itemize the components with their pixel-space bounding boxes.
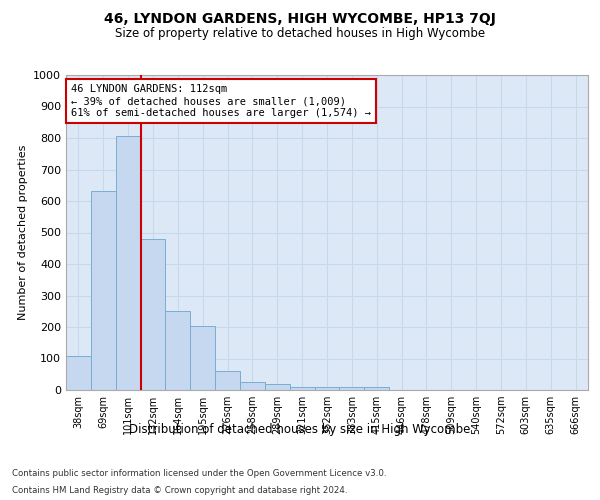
Bar [290, 387, 314, 390]
Text: 46, LYNDON GARDENS, HIGH WYCOMBE, HP13 7QJ: 46, LYNDON GARDENS, HIGH WYCOMBE, HP13 7… [104, 12, 496, 26]
Bar [215, 371, 240, 390]
Text: Contains public sector information licensed under the Open Government Licence v3: Contains public sector information licen… [12, 468, 386, 477]
Bar [314, 387, 340, 390]
Bar [116, 136, 140, 390]
Text: Size of property relative to detached houses in High Wycombe: Size of property relative to detached ho… [115, 28, 485, 40]
Bar [240, 382, 265, 390]
Bar [166, 311, 190, 390]
Bar [364, 387, 389, 390]
Bar [340, 387, 364, 390]
Bar [91, 191, 116, 390]
Bar [190, 326, 215, 390]
Bar [66, 356, 91, 390]
Bar [265, 384, 290, 390]
Text: 46 LYNDON GARDENS: 112sqm
← 39% of detached houses are smaller (1,009)
61% of se: 46 LYNDON GARDENS: 112sqm ← 39% of detac… [71, 84, 371, 117]
Text: Distribution of detached houses by size in High Wycombe: Distribution of detached houses by size … [130, 422, 470, 436]
Y-axis label: Number of detached properties: Number of detached properties [17, 145, 28, 320]
Text: Contains HM Land Registry data © Crown copyright and database right 2024.: Contains HM Land Registry data © Crown c… [12, 486, 347, 495]
Bar [140, 239, 166, 390]
